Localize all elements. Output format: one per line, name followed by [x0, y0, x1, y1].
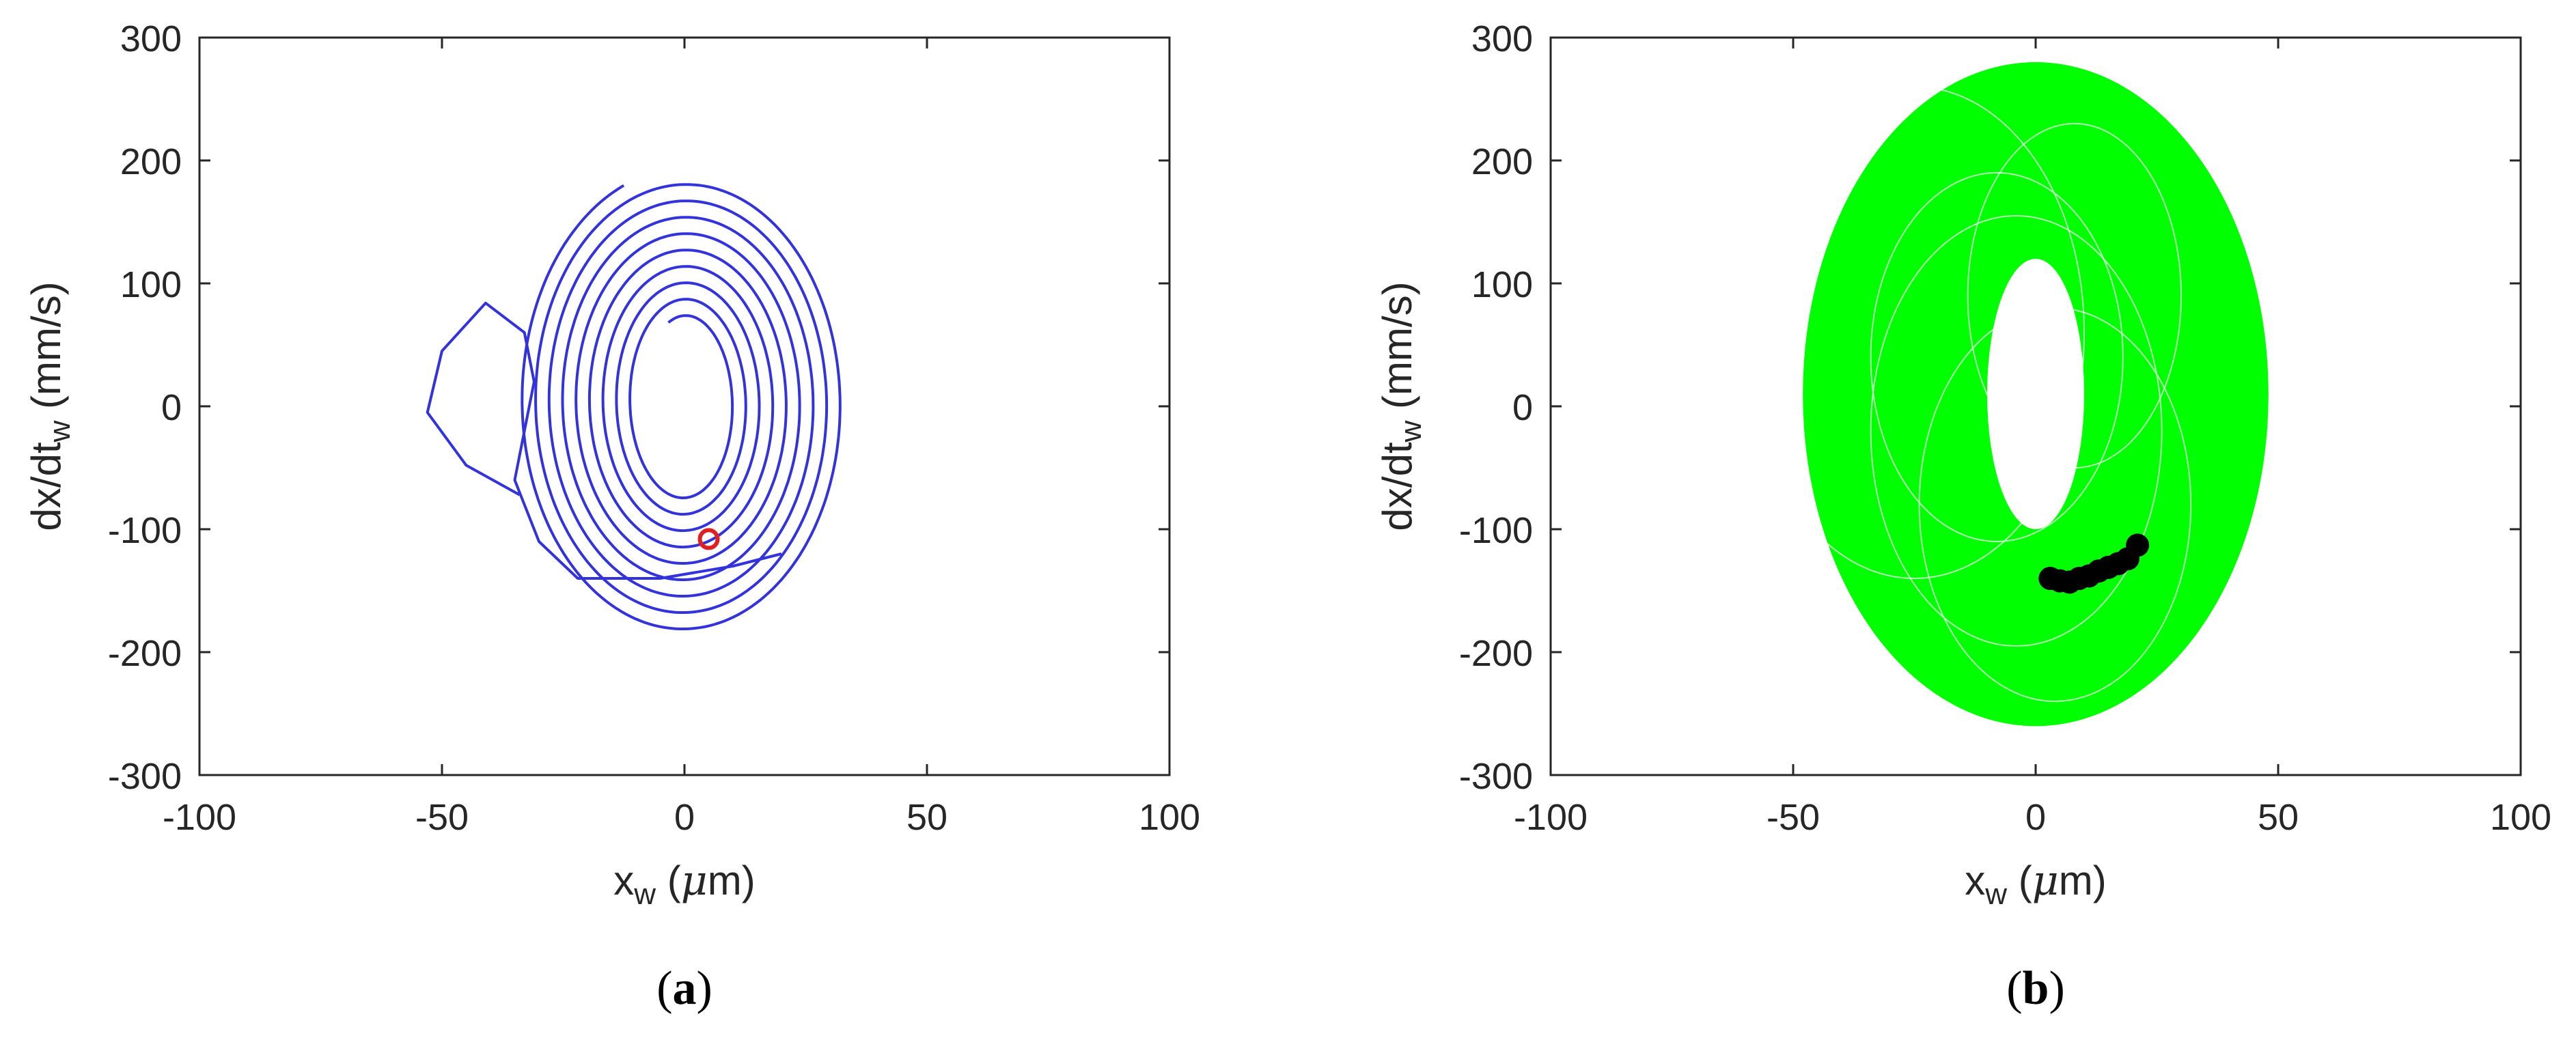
panel-a-y-axis-label: dx/dtw (mm/s) [23, 281, 77, 531]
panel-b-trajectory-strand [1870, 172, 2124, 542]
panel-a-xtick-label: 100 [1139, 797, 1200, 838]
panel-b-y-axis-label: dx/dtw (mm/s) [1374, 281, 1428, 531]
panel-a-plot-area [198, 36, 1171, 776]
panel-b-tick-marks [1549, 36, 2522, 776]
panel-a-background [199, 38, 1169, 775]
panel-b-ytick-label: 100 [1471, 264, 1533, 305]
panel-b-ytick-label: 200 [1471, 141, 1533, 182]
panel-a-x-axis-label: xw (μm) [613, 857, 755, 911]
panel-b-ytick-label: 0 [1512, 387, 1533, 428]
panel-a-trajectory-spiral [521, 183, 842, 630]
panel-b-trajectory-strand [1918, 307, 2192, 702]
panel-b-ytick-label: -200 [1459, 633, 1533, 674]
panel-b-poincare-point [2126, 533, 2150, 557]
panel-a-ytick-label: -100 [108, 510, 182, 551]
panel-a-ytick-label: -200 [108, 633, 182, 674]
panel-a-xtick-label: -100 [163, 797, 236, 838]
panel-a-ytick-label: 100 [120, 264, 182, 305]
panel-b-plot-area [1549, 36, 2522, 776]
panel-b-xtick-label: 0 [2025, 797, 2046, 838]
panel-b: 300 200 100 0 -100 -200 -300 -100 -50 0 … [1374, 18, 2551, 1015]
panel-b-y-tick-labels: 300 200 100 0 -100 -200 -300 [1459, 18, 1533, 797]
panel-a: 300 200 100 0 -100 -200 -300 -100 -50 0 … [23, 18, 1200, 1015]
panel-b-trajectory-strand [1870, 215, 2163, 647]
panel-a-marker-point [697, 528, 720, 550]
panel-b-caption: (b) [2006, 962, 2065, 1015]
panel-b-ytick-label: -300 [1459, 756, 1533, 797]
panel-a-xtick-label: 0 [674, 797, 695, 838]
panel-a-xtick-label: -50 [415, 797, 469, 838]
panel-a-xtick-label: 50 [906, 797, 947, 838]
panel-a-trajectory-transient-loop [426, 301, 782, 580]
panel-b-xtick-label: 50 [2258, 797, 2299, 838]
panel-b-data-layer [1744, 61, 2269, 727]
panel-a-ytick-label: -300 [108, 756, 182, 797]
panel-a-ytick-label: 200 [120, 141, 182, 182]
panel-a-y-tick-labels: 300 200 100 0 -100 -200 -300 [108, 18, 182, 797]
panel-a-caption: (a) [656, 962, 712, 1015]
panel-b-x-tick-labels: -100 -50 0 50 100 [1514, 797, 2551, 838]
panel-b-trajectory-strand [1744, 86, 2085, 579]
panel-b-trajectory-strand [1967, 123, 2183, 468]
panel-b-x-axis-label: xw (μm) [1965, 857, 2106, 911]
panel-b-xtick-label: 100 [2490, 797, 2551, 838]
panel-a-data-layer [426, 183, 842, 630]
panel-b-ytick-label: -100 [1459, 510, 1533, 551]
panel-b-ytick-label: 300 [1471, 18, 1533, 59]
panel-a-x-tick-labels: -100 -50 0 50 100 [163, 797, 1200, 838]
panel-b-xtick-label: -50 [1767, 797, 1820, 838]
panel-b-xtick-label: -100 [1514, 797, 1588, 838]
panel-a-tick-marks [198, 36, 1171, 776]
panel-b-attractor-band [1803, 61, 2269, 727]
panel-a-ytick-label: 0 [161, 387, 182, 428]
panel-a-ytick-label: 300 [120, 18, 182, 59]
